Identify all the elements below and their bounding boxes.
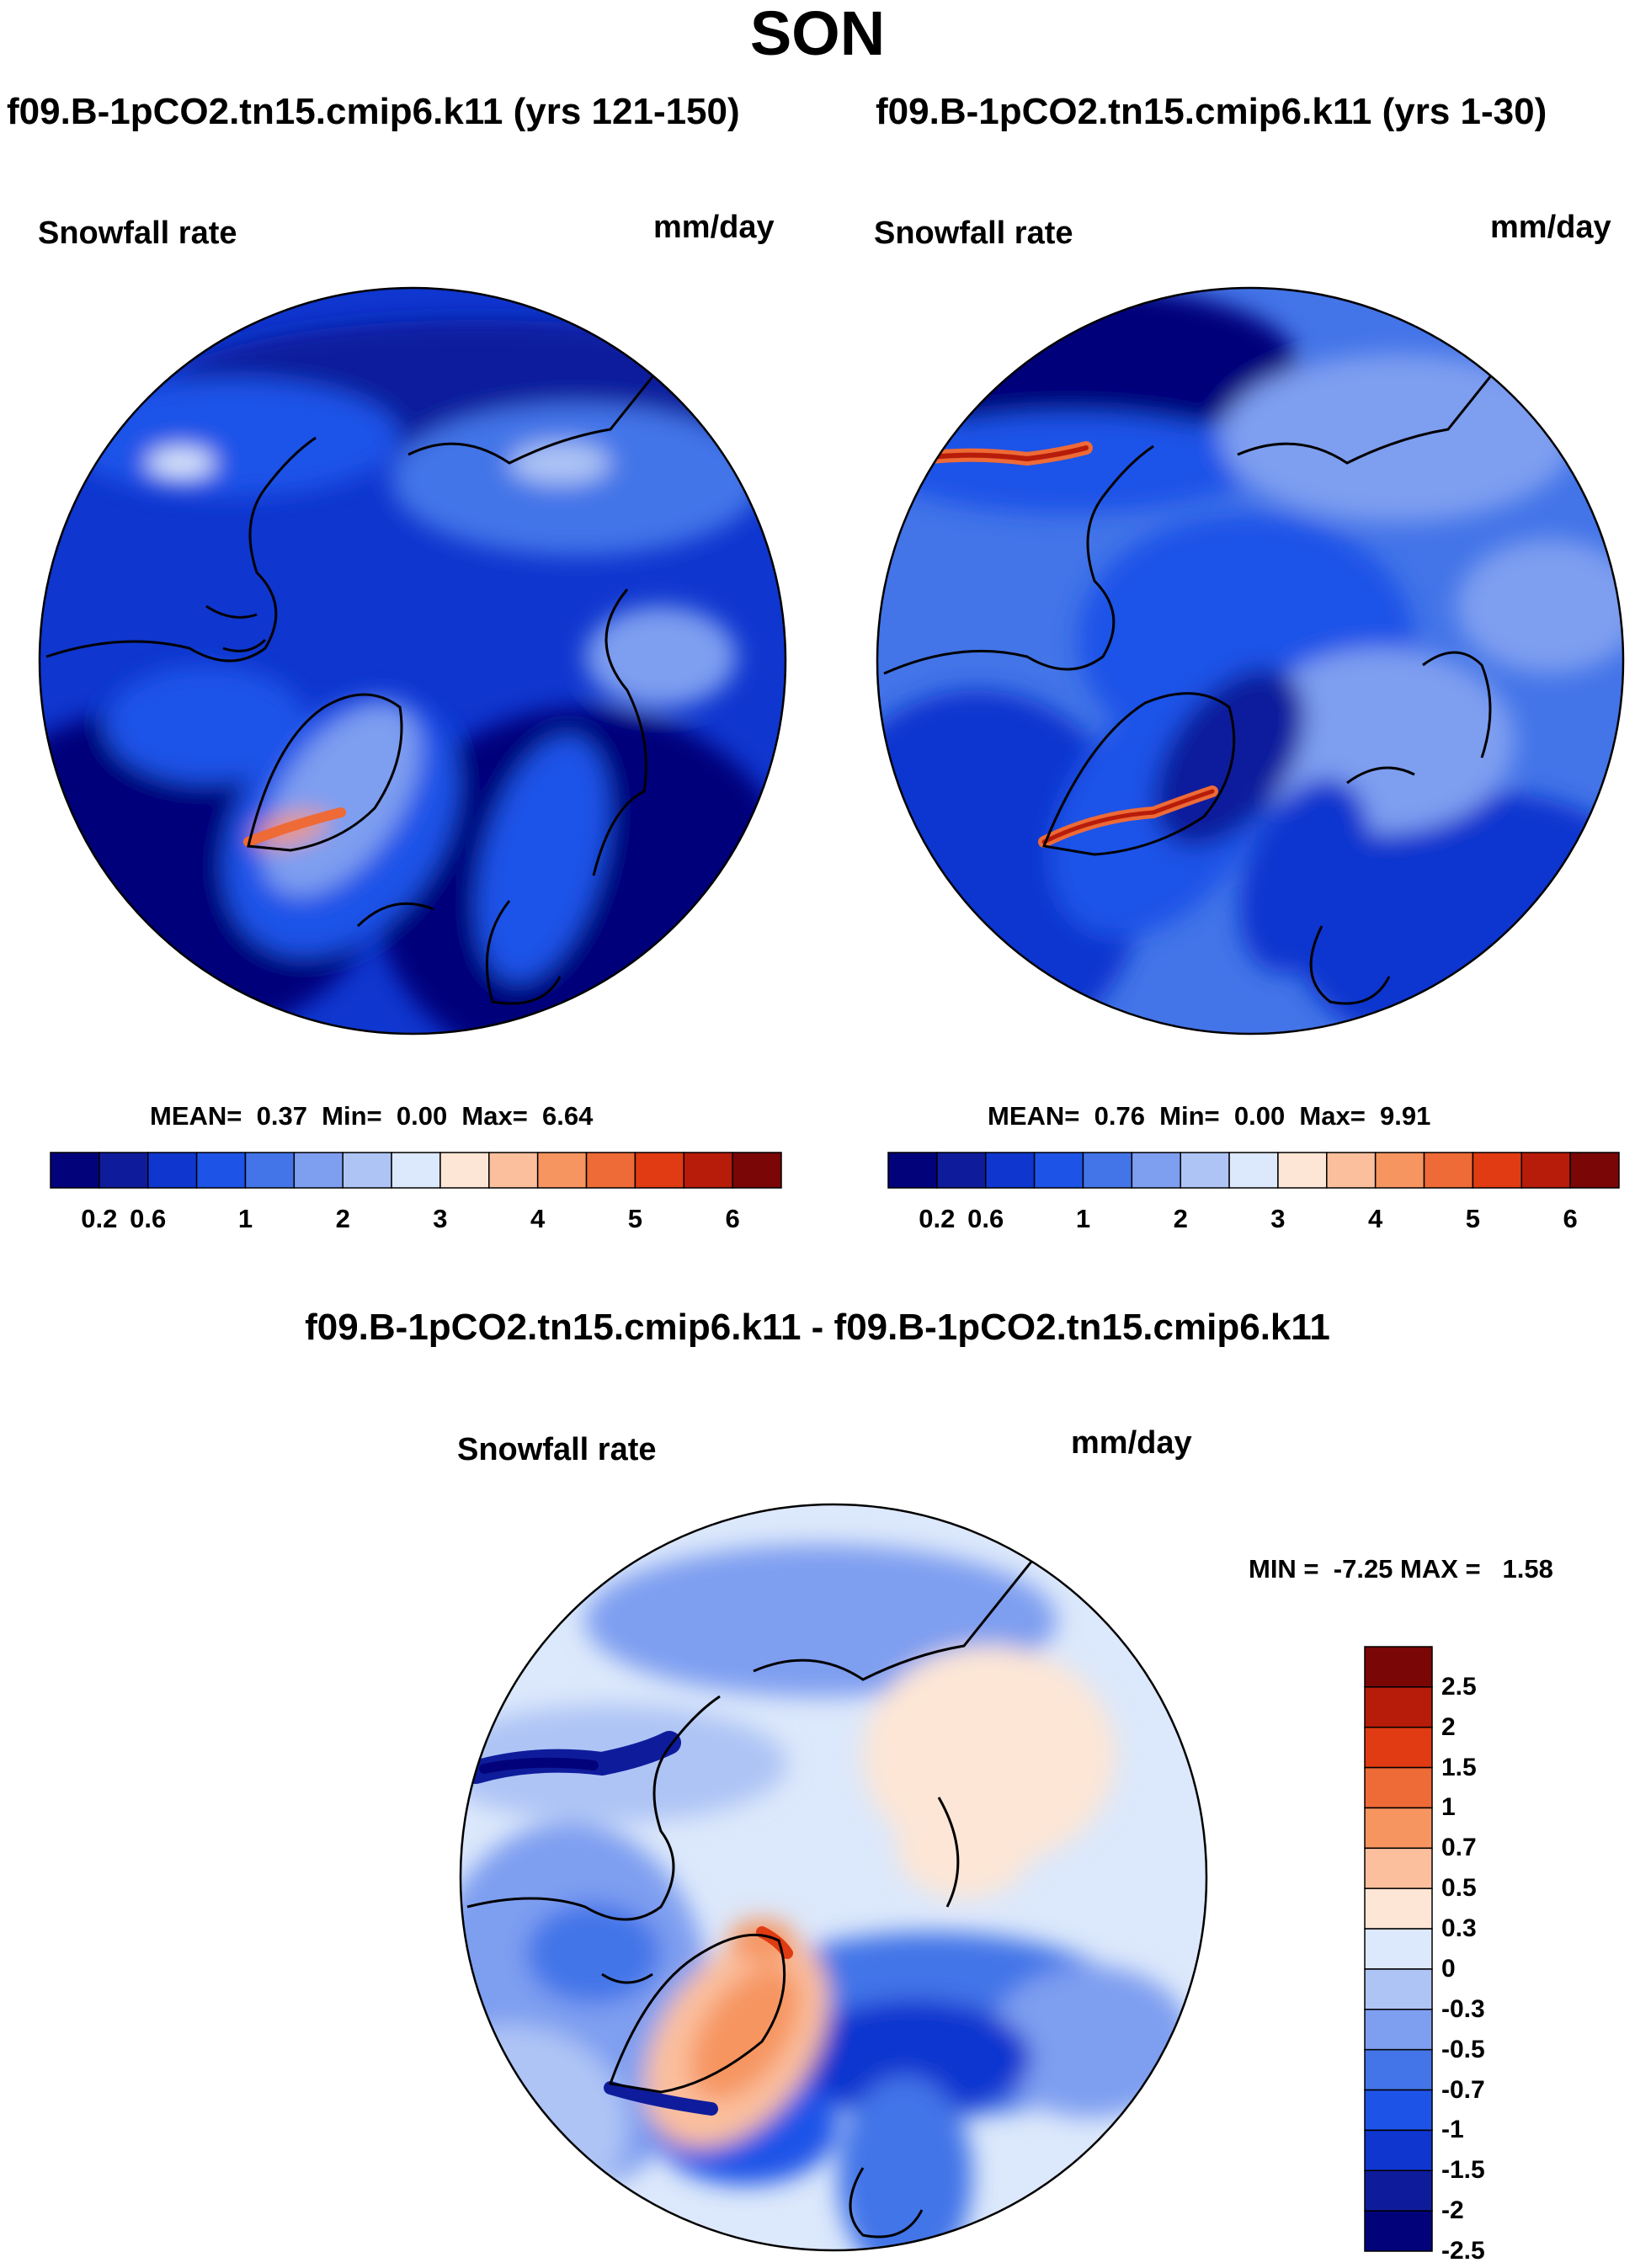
- diff-colorbar-box: [1364, 1766, 1433, 1809]
- panel1-colorbar-box: [536, 1152, 588, 1189]
- panel2-colorbar-box: [1228, 1152, 1279, 1189]
- panel1-colorbar-box: [99, 1152, 149, 1189]
- diff-colorbar-box: [1364, 1686, 1433, 1728]
- panel2-colorbar-tick: 0.2: [919, 1204, 956, 1233]
- panel1-colorbar-box: [195, 1152, 247, 1189]
- diff-colorbar-tick: -0.3: [1441, 1994, 1485, 2023]
- diff-colorbar-ticks: 2.5 2 1.5 1 0.7 0.5 0.3 0 -0.3 -0.5 -0.7 -1 -1.5 -2 -2…: [1441, 1646, 1542, 2265]
- panel1-colorbar-box: [244, 1152, 296, 1189]
- diff-colorbar: [1364, 1646, 1433, 2252]
- panel2-colorbar-box: [1423, 1152, 1474, 1189]
- diff-stats: MIN = -7.25 MAX = 1.58: [1249, 1554, 1553, 1584]
- panel2-colorbar-tick: 3: [1270, 1204, 1286, 1233]
- diff-colorbar-tick: -2: [1441, 2196, 1464, 2225]
- panel1-colorbar-box: [439, 1152, 490, 1189]
- panel2-colorbar-box: [1131, 1152, 1181, 1189]
- panel2-colorbar-box: [1569, 1152, 1620, 1189]
- diff-colorbar-tick: 0.3: [1441, 1914, 1477, 1943]
- panel1-colorbar-box: [50, 1152, 100, 1189]
- panel2-colorbar-tick: 1: [1075, 1204, 1091, 1233]
- panel1-units-label: mm/day: [653, 210, 775, 245]
- panel2-colorbar-box: [936, 1152, 987, 1189]
- panel2-map: [876, 286, 1625, 1036]
- panel1-colorbar-box: [488, 1152, 539, 1189]
- panel1-colorbar-box: [585, 1152, 636, 1189]
- diff-colorbar-tick: 2.5: [1441, 1672, 1477, 1701]
- panel1-colorbar: [50, 1152, 782, 1189]
- diff-colorbar-box: [1364, 2129, 1433, 2172]
- diff-colorbar-tick: 0: [1441, 1954, 1456, 1983]
- panel1-colorbar-tick: 5: [627, 1204, 643, 1233]
- panel2-colorbar-ticks: 0.2 0.6 1 2 3 4 5 6: [887, 1204, 1620, 1238]
- panel1-colorbar-box: [683, 1152, 733, 1189]
- diff-map: [459, 1503, 1208, 2252]
- panel2-case-title: f09.B-1pCO2.tn15.cmip6.k11 (yrs 1-30): [876, 91, 1547, 132]
- diff-colorbar-tick: 0.5: [1441, 1874, 1477, 1903]
- diff-colorbar-box: [1364, 2170, 1433, 2212]
- panel2-colorbar-box: [1520, 1152, 1571, 1189]
- panel2-colorbar-tick: 4: [1368, 1204, 1383, 1233]
- diff-colorbar-tick: -0.5: [1441, 2035, 1485, 2063]
- diff-colorbar-tick: -1.5: [1441, 2156, 1485, 2185]
- panel2-units-label: mm/day: [1490, 210, 1611, 245]
- panel1-colorbar-box: [342, 1152, 392, 1189]
- panel1-colorbar-box: [146, 1152, 198, 1189]
- panel2-colorbar-tick: 5: [1465, 1204, 1481, 1233]
- panel2-colorbar-box: [1180, 1152, 1230, 1189]
- diff-colorbar-box: [1364, 1847, 1433, 1889]
- panel1-colorbar-tick: 6: [725, 1204, 740, 1233]
- panel1-variable-label: Snowfall rate: [38, 216, 237, 251]
- panel2-colorbar-tick: 0.6: [967, 1204, 1004, 1233]
- diff-colorbar-box: [1364, 1928, 1433, 1970]
- diff-colorbar-tick: 2: [1441, 1712, 1456, 1741]
- panel2-colorbar-box: [1082, 1152, 1133, 1189]
- diff-colorbar-tick: -0.7: [1441, 2075, 1485, 2104]
- diff-colorbar-box: [1364, 1968, 1433, 2010]
- panel1-colorbar-tick: 2: [335, 1204, 350, 1233]
- panel1-colorbar-box: [634, 1152, 685, 1189]
- diff-colorbar-box: [1364, 1646, 1433, 1688]
- diff-colorbar-box: [1364, 1807, 1433, 1850]
- panel2-colorbar-box: [984, 1152, 1036, 1189]
- panel1-colorbar-tick: 1: [237, 1204, 253, 1233]
- panel2-stats: MEAN= 0.76 Min= 0.00 Max= 9.91: [988, 1101, 1431, 1131]
- diff-colorbar-tick: -1: [1441, 2116, 1464, 2144]
- panel1-colorbar-box: [293, 1152, 344, 1189]
- diff-colorbar-box: [1364, 2089, 1433, 2132]
- panel2-colorbar-tick: 2: [1173, 1204, 1188, 1233]
- panel1-colorbar-tick: 4: [530, 1204, 546, 1233]
- panel2-variable-label: Snowfall rate: [874, 216, 1073, 251]
- diff-colorbar-box: [1364, 2009, 1433, 2051]
- diff-colorbar-box: [1364, 2210, 1433, 2252]
- diff-units-label: mm/day: [1071, 1425, 1192, 1461]
- panel1-colorbar-box: [391, 1152, 441, 1189]
- figure-title: SON: [749, 0, 886, 68]
- diff-colorbar-tick: 0.7: [1441, 1834, 1477, 1862]
- diff-colorbar-tick: 1.5: [1441, 1753, 1477, 1781]
- diff-variable-label: Snowfall rate: [457, 1432, 657, 1467]
- diff-case-title: f09.B-1pCO2.tn15.cmip6.k11 - f09.B-1pCO2…: [305, 1307, 1330, 1348]
- panel1-map: [38, 286, 787, 1036]
- panel2-colorbar-box: [1033, 1152, 1084, 1189]
- panel2-colorbar-box: [1326, 1152, 1377, 1189]
- diff-colorbar-tick: -2.5: [1441, 2237, 1485, 2265]
- panel1-colorbar-box: [732, 1152, 782, 1189]
- panel2-colorbar-box: [887, 1152, 938, 1189]
- diff-colorbar-tick: 1: [1441, 1793, 1456, 1822]
- panel2-colorbar: [887, 1152, 1620, 1189]
- panel2-colorbar-box: [1472, 1152, 1523, 1189]
- panel1-colorbar-ticks: 0.2 0.6 1 2 3 4 5 6: [50, 1204, 782, 1238]
- panel1-colorbar-tick: 0.2: [81, 1204, 118, 1233]
- diff-colorbar-box: [1364, 2048, 1433, 2091]
- diff-colorbar-box: [1364, 1887, 1433, 1930]
- diff-colorbar-box: [1364, 1726, 1433, 1769]
- panel2-colorbar-box: [1374, 1152, 1425, 1189]
- panel1-case-title: f09.B-1pCO2.tn15.cmip6.k11 (yrs 121-150): [7, 91, 740, 132]
- panel1-colorbar-tick: 0.6: [130, 1204, 167, 1233]
- panel2-colorbar-tick: 6: [1563, 1204, 1578, 1233]
- panel1-stats: MEAN= 0.37 Min= 0.00 Max= 6.64: [150, 1101, 594, 1131]
- panel1-colorbar-tick: 3: [433, 1204, 448, 1233]
- panel2-colorbar-box: [1277, 1152, 1328, 1189]
